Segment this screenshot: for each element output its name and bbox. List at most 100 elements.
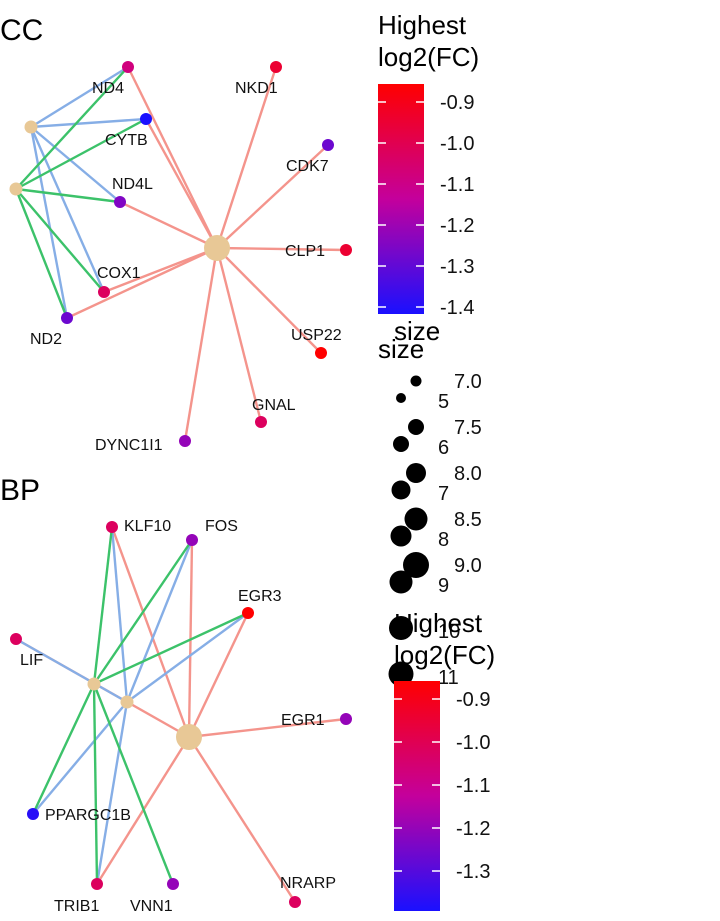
cc-gene-label-nkd1: NKD1 <box>235 80 278 97</box>
bp-edge-h_a-PPARGC1B <box>32 701 128 815</box>
bp-gene-node-ppargc1b <box>27 808 39 820</box>
cc-color-legend: Highest log2(FC) -0.9 -1.0 -1.1 -1.2 -1.3 -1.… <box>378 10 479 319</box>
cc-size-dot <box>404 507 428 531</box>
bp-size-label: 10 <box>438 621 460 643</box>
cc-edge-h_main-ND2 <box>66 246 218 320</box>
bp-edge-h_b-EGR3 <box>93 611 249 686</box>
bp-color-ticks: -0.9 -1.0 -1.1 -1.2 -1.3 <box>394 689 490 883</box>
cc-edges <box>14 65 347 442</box>
cc-gene-node-cdk7 <box>322 139 334 151</box>
cc-gene-label-usp22: USP22 <box>291 327 342 344</box>
cc-hub-node <box>24 120 38 134</box>
bp-size-dot <box>393 436 409 452</box>
bp-size-dot <box>389 570 413 594</box>
bp-gene-node-fos <box>186 534 198 546</box>
bp-edge-h_main-EGR3 <box>187 612 250 738</box>
color-tick-label: -1.2 <box>440 215 474 237</box>
bp-size-label: 7 <box>438 483 449 505</box>
color-tick-label: -1.0 <box>440 133 474 155</box>
bp-size-label: 9 <box>438 575 449 597</box>
cc-edge-h_b-CYTB <box>15 117 147 191</box>
bp-gene-label-fos: FOS <box>205 518 238 535</box>
cc-size-dot <box>403 552 429 578</box>
bp-edge-h_main-KLF10 <box>110 526 191 738</box>
cc-hub-node <box>9 182 23 196</box>
cc-size-label: 8.0 <box>454 463 482 485</box>
cc-edge-h_a-ND4 <box>30 65 129 129</box>
cc-edge-h_main-GNAL <box>215 247 263 423</box>
cc-gene-label-dync1i1: DYNC1I1 <box>95 437 163 454</box>
cc-gene-label-nd4l: ND4L <box>112 176 153 193</box>
bp-hub-node <box>176 724 202 750</box>
cc-gene-label-gnal: GNAL <box>252 397 296 414</box>
bp-edges <box>15 526 347 903</box>
color-tick-label: -1.1 <box>456 775 490 797</box>
bp-size-label: 5 <box>438 391 449 413</box>
bp-gene-node-lif <box>10 633 22 645</box>
bp-gene-node-egr1 <box>340 713 352 725</box>
bp-edge-h_a-LIF <box>15 637 128 704</box>
bp-edge-h_b-TRIB1 <box>92 683 99 885</box>
cc-size-label: 7.0 <box>454 371 482 393</box>
cc-gene-node-cytb <box>140 113 152 125</box>
bp-color-bar <box>394 681 440 911</box>
bp-hub-node <box>120 695 134 709</box>
cc-edge-h_main-CLP1 <box>216 246 347 252</box>
cc-edge-h_main-CDK7 <box>216 144 329 249</box>
bp-gene-label-vnn1: VNN1 <box>130 898 173 915</box>
bp-size-dot <box>390 525 412 547</box>
cc-edge-h_main-NKD1 <box>215 66 278 249</box>
cc-gene-node-dync1i1 <box>179 435 191 447</box>
bp-edge-h_a-FOS <box>125 539 194 703</box>
cc-edge-h_main-ND4 <box>126 66 219 249</box>
bp-edge-h_main-NRARP <box>187 736 297 903</box>
bp-edge-h_b-VNN1 <box>92 683 175 885</box>
cc-color-bar <box>378 84 424 314</box>
cc-gene-node-nd4l <box>114 196 126 208</box>
cc-size-legend-title: size <box>394 316 440 346</box>
bp-gene-node-nrarp <box>289 896 301 908</box>
cc-hub-node <box>204 235 230 261</box>
cc-size-legend: size 7.0 7.5 8.0 8.5 9.0 <box>394 316 482 578</box>
bp-size-items: 5 6 7 8 9 10 11 <box>388 391 460 689</box>
bp-hub-node <box>87 677 101 691</box>
bp-size-dot <box>389 616 413 640</box>
cc-edge-h_b-ND4 <box>15 66 129 190</box>
bp-legend-title-line2: log2(FC) <box>394 640 495 670</box>
cc-gene-label-cox1: COX1 <box>97 265 141 282</box>
bp-size-legend-title: size <box>378 334 424 364</box>
bp-edge-h_b-PPARGC1B <box>31 683 96 815</box>
color-tick-label: -1.1 <box>440 174 474 196</box>
cc-edge-h_a-ND2 <box>29 126 69 319</box>
color-tick-label: -1.4 <box>440 297 474 319</box>
cc-edge-h_b-ND2 <box>14 188 69 319</box>
cc-gene-node-cox1 <box>98 286 110 298</box>
cc-legend-title-line1: Highest <box>378 10 467 40</box>
bp-edge-h_a-EGR3 <box>126 612 249 703</box>
bp-size-label: 6 <box>438 437 449 459</box>
cc-gene-label-nd2: ND2 <box>30 331 62 348</box>
cc-gene-node-nkd1 <box>270 61 282 73</box>
bp-nodes: KLF10 FOS EGR3 LIF EGR1 PPARGC1B TRIB1 VNN1 NRAR… <box>10 518 352 915</box>
cc-edge-h_main-DYNC1I1 <box>183 247 219 442</box>
color-tick-label: -0.9 <box>456 689 490 711</box>
bp-edge-h_a-KLF10 <box>110 526 129 703</box>
bp-gene-label-egr1: EGR1 <box>281 712 325 729</box>
bp-gene-node-klf10 <box>106 521 118 533</box>
bp-gene-node-egr3 <box>242 607 254 619</box>
bp-size-legend: size 5 6 7 8 9 10 11 <box>378 334 460 689</box>
bp-gene-label-nrarp: NRARP <box>280 875 336 892</box>
color-tick-label: -1.3 <box>440 256 474 278</box>
bp-color-legend: Highest log2(FC) -0.9 -1.0 -1.1 -1.2 -1.3 <box>394 608 495 911</box>
bp-panel-title: BP <box>0 474 40 507</box>
cc-gene-node-nd2 <box>61 312 73 324</box>
bp-edge-h_main-EGR1 <box>188 717 347 739</box>
color-tick-label: -0.9 <box>440 92 474 114</box>
cc-gene-label-nd4: ND4 <box>92 80 124 97</box>
cc-gene-label-cytb: CYTB <box>105 132 148 149</box>
bp-edge-h_a-TRIB1 <box>95 701 129 885</box>
cc-size-label: 8.5 <box>454 509 482 531</box>
bp-gene-node-vnn1 <box>167 878 179 890</box>
cc-edge-h_main-USP22 <box>216 247 322 354</box>
bp-gene-label-lif: LIF <box>20 652 43 669</box>
